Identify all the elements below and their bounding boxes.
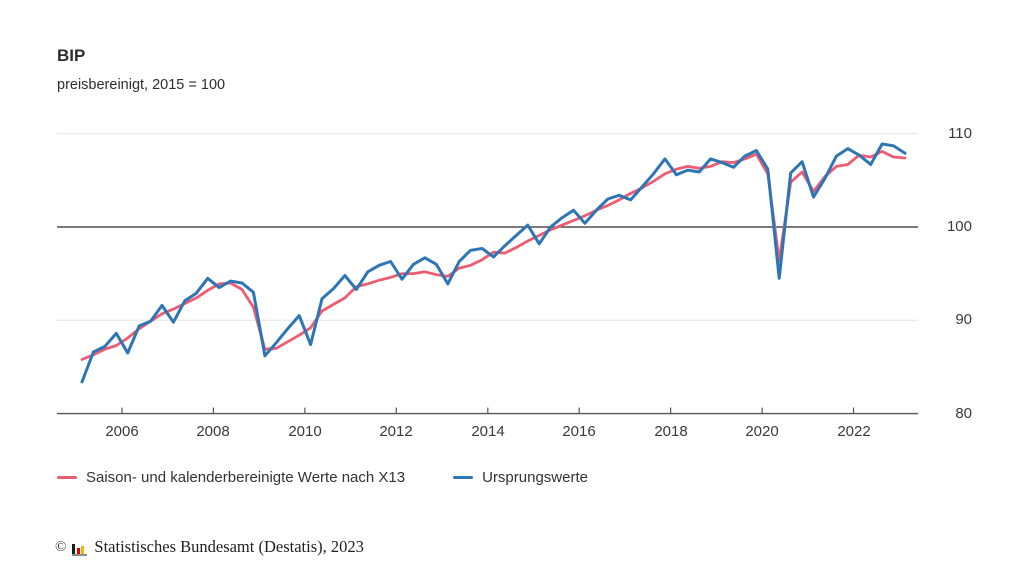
- source-text: Statistisches Bundesamt (Destatis), 2023: [94, 537, 364, 556]
- y-tick-label-100: 100: [946, 218, 972, 235]
- destatis-bar-chart-logo-icon: [72, 542, 88, 556]
- legend: Saison- und kalenderbereinigte Werte nac…: [57, 469, 588, 486]
- chart-title: BIP: [57, 46, 86, 65]
- logo-bar-gold: [81, 546, 85, 554]
- x-tick-label-2020: 2020: [745, 423, 779, 440]
- gridlines: [57, 133, 918, 415]
- legend-item-ursprungswerte: Ursprungswerte: [453, 469, 588, 486]
- copyright-symbol: ©: [55, 539, 67, 555]
- x-tick-label-2022: 2022: [837, 423, 871, 440]
- x-tick-label-2010: 2010: [288, 423, 322, 440]
- chart-subtitle: preisbereinigt, 2015 = 100: [57, 77, 226, 93]
- logo-baseline: [72, 554, 88, 556]
- y-tick-label-80: 80: [955, 405, 972, 422]
- x-axis-ticks: [121, 407, 855, 414]
- legend-label-ursprungswerte: Ursprungswerte: [482, 469, 588, 486]
- x-tick-label-2012: 2012: [379, 423, 413, 440]
- logo-bar-black: [72, 544, 76, 554]
- legend-swatch-blue-icon: [453, 475, 474, 480]
- legend-item-saisonbereinigt: Saison- und kalenderbereinigte Werte nac…: [57, 469, 405, 486]
- y-tick-label-90: 90: [955, 311, 972, 328]
- x-tick-label-2008: 2008: [196, 423, 230, 440]
- x-tick-label-2006: 2006: [105, 423, 139, 440]
- y-tick-label-110: 110: [948, 125, 972, 142]
- logo-bar-red: [76, 548, 80, 554]
- series-line-ursprungswerte: [80, 142, 907, 384]
- x-tick-label-2018: 2018: [654, 423, 688, 440]
- legend-swatch-red-icon: [57, 475, 77, 480]
- source-attribution: © Statistisches Bundesamt (Destatis), 20…: [55, 538, 364, 556]
- legend-label-saisonbereinigt: Saison- und kalenderbereinigte Werte nac…: [86, 469, 406, 486]
- x-tick-label-2016: 2016: [562, 423, 596, 440]
- x-tick-label-2014: 2014: [471, 423, 505, 440]
